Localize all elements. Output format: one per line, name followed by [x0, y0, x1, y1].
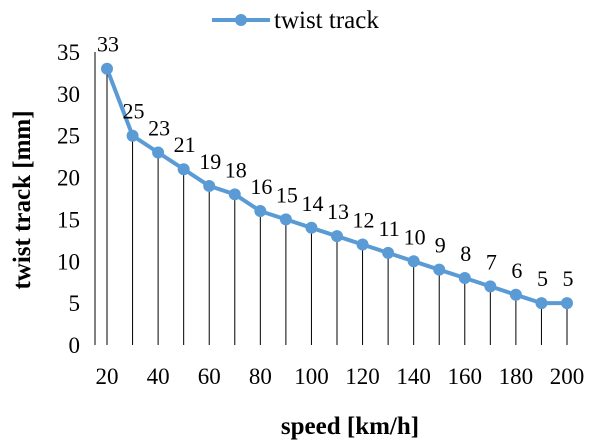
data-label: 11	[379, 216, 400, 241]
data-point	[203, 179, 216, 192]
data-label: 25	[123, 99, 145, 124]
y-tick-label: 35	[57, 40, 80, 65]
y-tick-label: 25	[57, 124, 80, 149]
data-label: 7	[486, 249, 497, 274]
data-point	[535, 297, 548, 310]
data-point	[433, 263, 446, 276]
data-label: 5	[537, 266, 548, 291]
data-label: 9	[435, 233, 446, 258]
data-label: 15	[276, 182, 298, 207]
data-point	[152, 146, 165, 159]
data-point	[228, 188, 241, 201]
y-axis-title: twist track [mm]	[9, 110, 36, 289]
data-point	[305, 221, 318, 234]
x-tick-label: 200	[550, 364, 585, 389]
x-tick-label: 180	[499, 364, 534, 389]
data-label: 23	[148, 115, 170, 140]
data-point	[509, 288, 522, 301]
data-label: 13	[327, 199, 349, 224]
data-point	[331, 230, 343, 243]
data-point	[382, 246, 395, 259]
data-label: 21	[174, 132, 196, 157]
data-point	[254, 205, 267, 218]
data-point	[484, 280, 497, 293]
data-label: 16	[250, 174, 272, 199]
y-tick-label: 20	[57, 166, 80, 191]
x-axis-title: speed [km/h]	[281, 413, 419, 440]
data-point	[279, 213, 292, 226]
y-tick-label: 15	[57, 207, 80, 232]
data-label: 33	[97, 32, 119, 57]
data-point	[126, 129, 139, 142]
data-label: 10	[404, 224, 426, 249]
x-tick-label: 60	[198, 364, 221, 389]
x-tick-label: 120	[345, 364, 380, 389]
data-label: 12	[353, 208, 375, 233]
y-tick-label: 5	[69, 291, 81, 316]
data-label: 8	[460, 241, 471, 266]
data-label: 5	[563, 266, 574, 291]
x-tick-label: 100	[294, 364, 329, 389]
x-tick-label: 40	[147, 364, 170, 389]
data-label: 6	[511, 258, 522, 283]
data-point	[101, 62, 113, 75]
plot-area: 0 5 10 15 20 25 30 35 20 40 60 80 100 120 140 160 180 200…	[57, 32, 584, 389]
y-tick-label: 30	[57, 82, 80, 107]
x-tick-label: 140	[396, 364, 431, 389]
x-tick-label: 20	[96, 364, 119, 389]
x-tick-label: 160	[448, 364, 483, 389]
data-label: 14	[301, 191, 323, 216]
y-tick-label: 10	[57, 249, 80, 274]
x-tick-label: 80	[249, 364, 272, 389]
data-point	[356, 238, 369, 251]
data-point	[407, 255, 420, 268]
data-point	[177, 163, 190, 176]
y-tick-label: 0	[69, 333, 81, 358]
data-point	[458, 272, 471, 285]
legend-label: twist track	[274, 7, 379, 34]
legend-marker	[235, 14, 247, 26]
data-label: 18	[225, 157, 247, 182]
legend: twist track	[212, 7, 379, 34]
data-point	[561, 297, 573, 310]
data-label: 19	[199, 149, 221, 174]
